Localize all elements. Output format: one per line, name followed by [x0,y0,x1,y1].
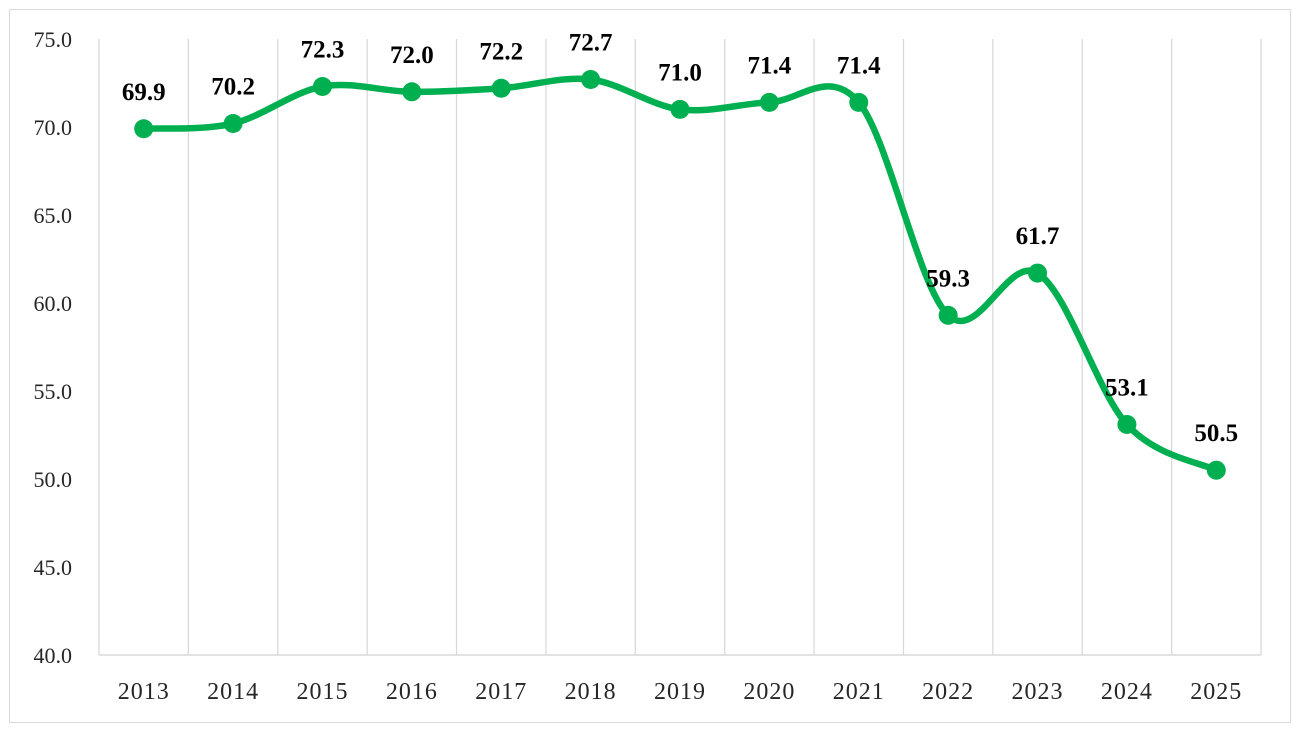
data-point [849,92,869,112]
data-point [670,99,690,119]
x-tick-label: 2014 [207,679,259,705]
y-tick-label: 40.0 [34,643,73,668]
x-tick-label: 2016 [386,679,438,705]
data-label: 72.3 [301,37,345,64]
y-axis-ticks: 40.0 45.0 50.0 55.0 60.0 65.0 70.0 75.0 [34,27,73,668]
x-tick-label: 2024 [1101,679,1153,705]
data-label: 53.1 [1105,374,1149,401]
data-point [1117,414,1137,434]
y-tick-label: 45.0 [34,555,73,580]
series-line [140,75,1220,474]
data-label: 71.4 [837,52,881,79]
data-label: 72.7 [569,29,613,56]
gridlines [98,39,1262,655]
data-point [223,113,243,133]
x-tick-label: 2018 [565,679,617,705]
data-label: 50.5 [1194,420,1238,447]
data-point [491,78,511,98]
y-tick-label: 75.0 [34,27,73,52]
data-label: 71.0 [658,59,702,86]
data-point [938,305,958,325]
data-point [759,92,779,112]
data-point [402,82,422,102]
data-point [312,77,332,97]
y-tick-label: 55.0 [34,379,73,404]
x-tick-label: 2022 [922,679,974,705]
y-tick-label: 65.0 [34,203,73,228]
data-point [1206,460,1226,480]
data-label: 69.9 [122,79,166,106]
data-point [134,119,154,139]
data-point [581,69,601,89]
x-tick-label: 2017 [475,679,527,705]
x-tick-label: 2013 [118,679,170,705]
data-labels: 69.9 70.2 72.3 72.0 72.2 72.7 71.0 71.4 71.4 59.3… [122,29,1238,447]
y-tick-label: 50.0 [34,467,73,492]
x-tick-label: 2015 [296,679,348,705]
x-axis-ticks: 2013 2014 2015 2016 2017 2018 2019 2020 2021 2022… [118,679,1242,705]
data-label: 72.0 [390,42,434,69]
data-point [1028,263,1048,283]
data-label: 71.4 [748,52,792,79]
data-label: 59.3 [926,265,970,292]
y-tick-label: 60.0 [34,291,73,316]
y-tick-label: 70.0 [34,115,73,140]
x-tick-label: 2025 [1190,679,1242,705]
x-tick-label: 2021 [833,679,885,705]
x-tick-label: 2019 [654,679,706,705]
x-tick-label: 2023 [1012,679,1064,705]
x-tick-label: 2020 [743,679,795,705]
series-layer [134,69,1226,480]
data-label: 61.7 [1016,223,1060,250]
data-label: 72.2 [479,38,523,65]
data-label: 70.2 [211,73,255,100]
